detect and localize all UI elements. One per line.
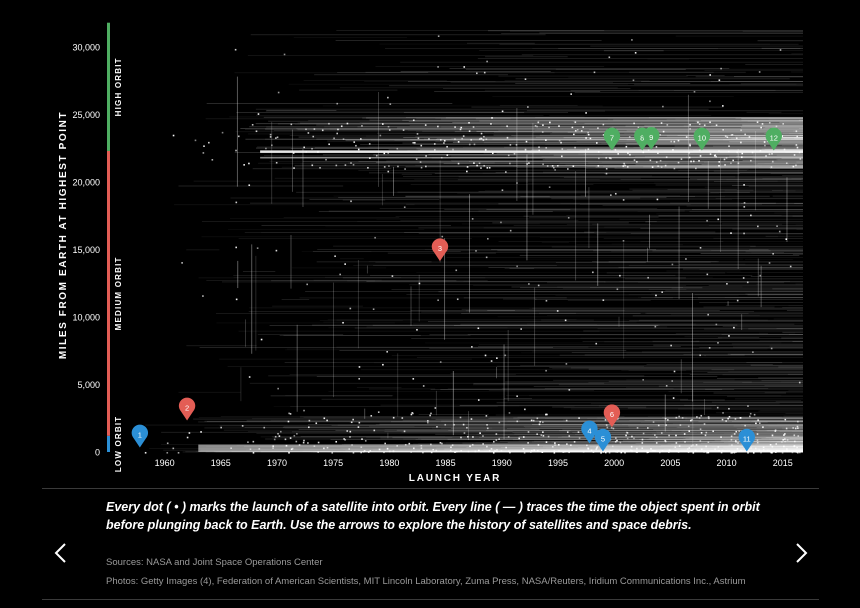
marker-pin [693, 127, 711, 151]
orbit-bands: LOW ORBIT MEDIUM ORBIT HIGH ORBIT [107, 22, 123, 473]
orbit-band-bar [107, 150, 110, 436]
y-axis-label: MILES FROM EARTH AT HIGHEST POINT [58, 111, 69, 359]
marker-number: 7 [610, 133, 614, 142]
event-marker[interactable]: 2 [178, 397, 196, 421]
x-axis-ticks: 1960 1965 1970 1975 1980 1985 1990 1995 2000 2005… [155, 458, 793, 468]
y-axis-ticks: 0 5,000 10,000 15,000 20,000 25,000 30,000 [72, 43, 100, 458]
marker-number: 12 [770, 133, 778, 142]
x-tick-label: 1970 [267, 458, 287, 468]
x-axis-label: LAUNCH YEAR [409, 473, 501, 484]
y-tick-label: 15,000 [72, 245, 100, 255]
orbit-band-label: LOW ORBIT [114, 416, 123, 473]
marker-pin [603, 127, 621, 151]
event-marker[interactable]: 10 [693, 127, 711, 151]
marker-pin [581, 420, 598, 444]
event-marker[interactable]: 5 [594, 428, 612, 452]
launch-dots [144, 35, 802, 454]
event-marker[interactable]: 12 [765, 127, 782, 151]
marker-number: 4 [587, 426, 591, 435]
event-marker[interactable]: 11 [738, 428, 756, 452]
x-tick-label: 1990 [492, 458, 512, 468]
orbit-band-bar [107, 22, 110, 151]
marker-number: 2 [185, 403, 189, 412]
y-tick-label: 10,000 [72, 313, 100, 323]
marker-pin [603, 404, 621, 428]
marker-number: 6 [610, 410, 614, 419]
marker-number: 5 [601, 435, 605, 444]
x-tick-label: 2010 [717, 458, 737, 468]
marker-number: 1 [138, 430, 142, 439]
marker-pin [738, 428, 756, 452]
event-marker[interactable]: 4 [581, 420, 598, 444]
x-tick-label: 2005 [660, 458, 680, 468]
x-tick-label: 1975 [323, 458, 343, 468]
x-tick-label: 1985 [436, 458, 456, 468]
orbit-band-label: HIGH ORBIT [114, 57, 123, 116]
marker-pin [765, 127, 782, 151]
marker-pin [131, 424, 149, 448]
x-tick-label: 1995 [548, 458, 568, 468]
y-tick-label: 20,000 [72, 178, 100, 188]
x-tick-label: 1965 [211, 458, 231, 468]
y-tick-label: 5,000 [77, 380, 100, 390]
event-marker[interactable]: 1 [131, 424, 149, 448]
divider-top [42, 488, 819, 489]
chevron-right-icon [796, 543, 808, 563]
event-marker[interactable]: 7 [603, 127, 621, 151]
marker-number: 3 [438, 244, 442, 253]
marker-number: 11 [743, 435, 751, 444]
x-tick-label: 1960 [155, 458, 175, 468]
y-tick-label: 30,000 [72, 43, 100, 53]
orbit-band-label: MEDIUM ORBIT [114, 256, 123, 330]
sources-note: Sources: NASA and Joint Space Operations… [106, 557, 323, 568]
marker-number: 8 [640, 133, 644, 142]
y-tick-label: 0 [95, 448, 100, 458]
divider-bottom [42, 599, 819, 600]
x-tick-label: 2015 [773, 458, 793, 468]
marker-pin [643, 126, 660, 150]
plot-area [144, 30, 804, 454]
x-tick-label: 1980 [379, 458, 399, 468]
photo-credits: Photos: Getty Images (4), Federation of … [106, 576, 746, 587]
caption: Every dot ( • ) marks the launch of a sa… [106, 500, 760, 532]
event-marker[interactable]: 6 [603, 404, 621, 428]
marker-pin [431, 238, 449, 262]
chevron-left-icon [54, 543, 66, 563]
marker-pin [594, 428, 612, 452]
next-button[interactable] [790, 540, 814, 566]
prev-button[interactable] [48, 540, 72, 566]
x-tick-label: 2000 [604, 458, 624, 468]
orbit-lines [145, 30, 804, 453]
event-marker[interactable]: 9 [643, 126, 660, 150]
marker-number: 9 [649, 133, 653, 142]
marker-number: 10 [698, 133, 706, 142]
marker-pin [178, 397, 196, 421]
event-marker[interactable]: 3 [431, 238, 449, 262]
y-tick-label: 25,000 [72, 110, 100, 120]
orbit-band-bar [107, 435, 110, 452]
